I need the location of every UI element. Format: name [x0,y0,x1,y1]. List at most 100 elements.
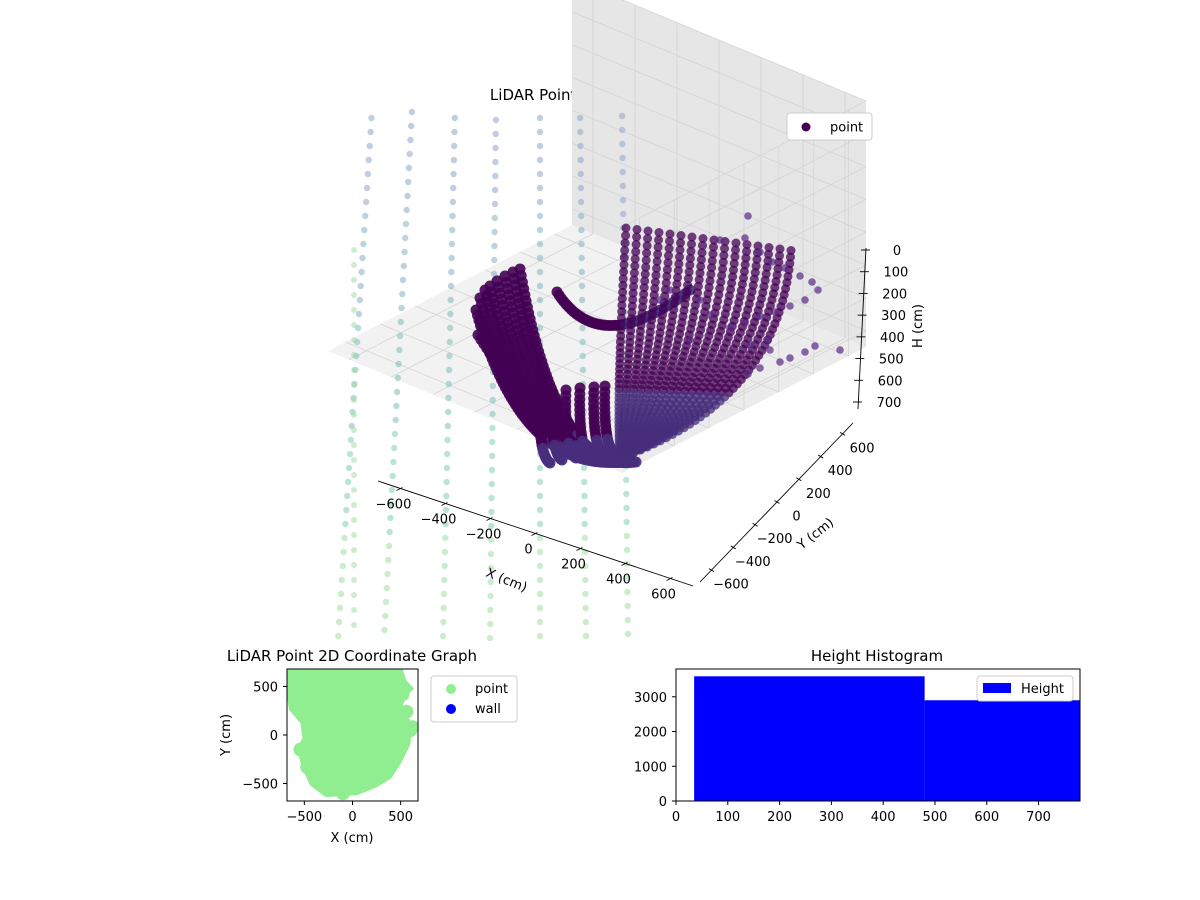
data-point [716,236,724,244]
x-tick-label: −400 [421,513,457,528]
background-point [536,632,544,640]
background-point [401,248,408,256]
x-tick-label: 700 [1026,810,1051,825]
data-point [617,300,627,310]
background-point [491,186,499,194]
data-point [786,354,794,362]
data-point [662,271,672,281]
data-point [741,253,751,263]
background-point [446,352,453,360]
background-point [488,494,495,502]
data-point [615,453,625,463]
grid-line [621,0,867,102]
background-point [351,277,357,283]
background-point [488,452,496,460]
x-tick-label: −500 [286,810,322,825]
background-point [579,338,586,346]
background-point [351,367,357,373]
chart-3d-zlabel: H (cm) [911,304,926,348]
background-point [578,254,585,262]
data-point [695,268,705,278]
background-point [356,296,364,304]
background-point [442,506,450,514]
background-point [448,254,455,262]
histogram-bars [694,676,1080,801]
background-point [384,570,391,578]
background-point [342,520,349,528]
background-point [351,487,357,493]
data-point [632,225,642,234]
background-point [580,464,588,472]
data-point [729,265,738,275]
background-point [445,380,452,388]
background-point [343,506,350,514]
chart-2d-legend: point wall [430,675,518,723]
z-tick-label: 300 [881,309,906,324]
data-point [300,760,315,775]
background-point [446,338,453,346]
legend-point-marker [446,684,456,694]
data-point [584,450,596,462]
legend-point-marker [801,122,811,132]
data-point [629,448,639,458]
background-point [624,630,632,638]
data-point [308,771,323,786]
background-point [449,212,456,220]
data-point [619,253,629,263]
background-point [339,562,346,570]
data-point [756,364,764,372]
grid-line [571,142,867,266]
background-point [623,504,630,512]
background-point [351,622,357,628]
background-point [577,128,584,136]
legend-wall-marker [446,704,456,714]
background-point [447,296,454,304]
background-point [577,156,584,164]
background-point [381,626,388,634]
data-point [674,259,684,269]
background-point [337,590,345,598]
data-point [653,249,663,259]
legend-wall-label: wall [475,702,501,717]
background-point [451,128,458,136]
data-point [676,238,685,248]
background-point [488,522,495,530]
background-point [487,564,495,572]
background-point [443,478,450,486]
background-point [444,422,452,430]
histogram-title: Height Histogram [811,647,943,665]
background-point [536,114,544,122]
legend-height-label: Height [1021,682,1064,697]
data-point [673,273,683,282]
data-point [618,287,628,297]
background-point [360,240,367,248]
background-point [351,337,357,343]
background-point [491,228,498,236]
legend-point-label: point [475,682,508,697]
x-tick [486,517,493,521]
background-point [351,562,357,568]
data-point [629,282,638,292]
x-tick-label: 500 [923,810,948,825]
background-point [536,128,544,136]
data-point [621,231,631,241]
background-point [578,212,585,220]
data-point [544,457,556,469]
data-point [764,336,772,344]
data-point [663,258,673,268]
data-point [293,742,308,757]
background-point [340,548,347,556]
x-tick-label: 600 [974,810,999,825]
data-point [811,342,819,350]
background-point [404,192,411,200]
chart-3d-legend: point [786,112,873,141]
background-point [536,520,544,528]
background-point [392,416,399,424]
background-point [536,478,544,486]
background-point [404,178,412,186]
background-point [623,518,630,526]
data-point [642,248,652,258]
background-point [624,588,631,596]
background-point [405,164,413,172]
data-point [621,223,631,233]
